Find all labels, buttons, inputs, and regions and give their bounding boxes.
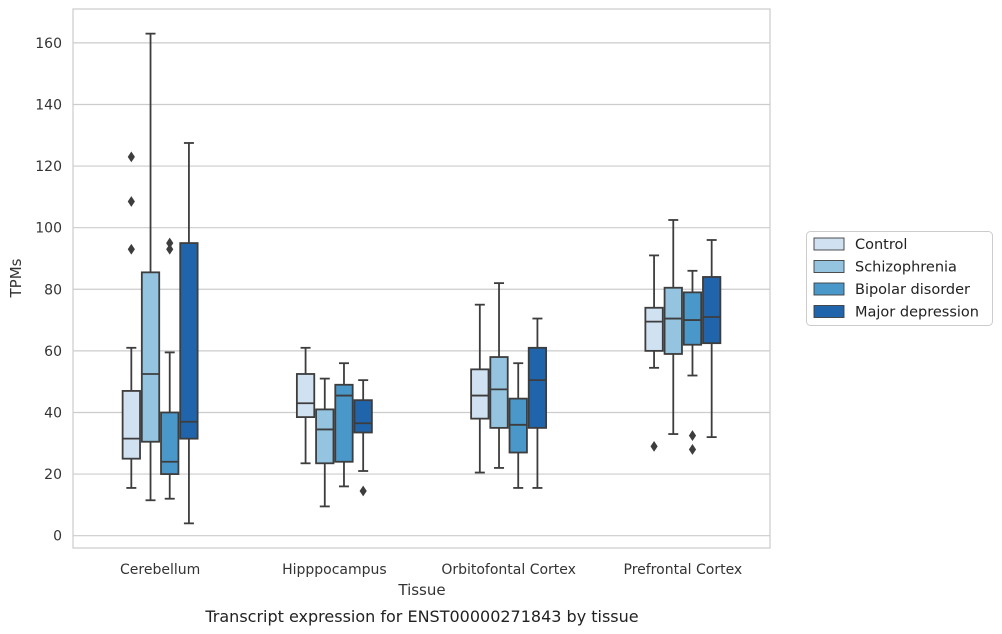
plot-frame — [72, 8, 771, 549]
legend-swatch — [813, 237, 845, 251]
legend-swatch — [813, 305, 845, 318]
iqr-box — [527, 346, 548, 429]
box-plot-item — [470, 303, 490, 474]
y-tick-label: 20 — [44, 467, 62, 483]
y-tick-label: 160 — [35, 36, 62, 52]
x-tick-label: Orbitofontal Cortex — [441, 562, 576, 578]
box-plot-item — [702, 239, 722, 439]
outlier-point — [127, 196, 135, 207]
legend-swatch — [813, 282, 845, 296]
x-tick-label: Hipppocampus — [282, 562, 387, 578]
outlier-point — [650, 440, 658, 452]
x-axis-title: Tissue — [397, 581, 445, 599]
iqr-box — [353, 399, 373, 434]
box-plot-item — [295, 346, 316, 465]
iqr-box — [315, 408, 335, 465]
legend: Control Schizophrenia Bipolar disorder Majo… — [806, 231, 993, 326]
box-plot-item — [353, 379, 373, 497]
outlier-point — [127, 243, 135, 255]
box-plot-item — [315, 377, 335, 508]
chart-caption: Transcript expression for ENST0000027184… — [204, 607, 638, 626]
box-plot-item — [644, 254, 664, 452]
outlier-point — [688, 444, 697, 455]
iqr-box — [295, 373, 316, 419]
box-plot-item — [140, 32, 161, 502]
box-plot-item — [334, 362, 354, 488]
x-tick-label: Prefrontal Cortex — [624, 562, 743, 578]
outlier-point — [359, 485, 367, 497]
iqr-box — [140, 271, 161, 443]
y-tick-label: 80 — [44, 282, 62, 298]
y-tick-label: 60 — [44, 344, 62, 360]
x-tick-label: Cerebellum — [120, 562, 200, 578]
iqr-box — [682, 291, 703, 346]
iqr-box — [644, 306, 664, 352]
iqr-box — [702, 276, 722, 345]
box-plot-item — [121, 346, 141, 489]
box-plot-item — [508, 362, 528, 489]
y-tick-label: 100 — [35, 221, 62, 237]
iqr-box — [489, 356, 509, 429]
box-plot-item — [682, 269, 703, 455]
iqr-box — [121, 390, 141, 460]
legend-swatch — [813, 260, 845, 273]
box-plot-area — [121, 32, 722, 525]
outlier-point — [688, 430, 697, 441]
iqr-box — [160, 411, 180, 475]
box-plot-item — [179, 142, 199, 525]
y-tick-labels: 0 20 40 60 80 100 120 140 160 — [35, 36, 62, 545]
legend-label: Major depression — [855, 305, 979, 321]
iqr-box — [179, 242, 199, 440]
outlier-point — [166, 237, 174, 249]
legend-label: Bipolar disorder — [855, 282, 970, 298]
legend-label: Control — [855, 237, 907, 253]
iqr-box — [470, 368, 490, 420]
box-plot-item — [160, 237, 180, 500]
outlier-point — [127, 151, 135, 163]
outlier-point — [166, 243, 174, 255]
box-plot-item — [663, 219, 683, 435]
box-plot-item — [527, 317, 548, 489]
y-tick-label: 140 — [35, 97, 62, 113]
iqr-box — [663, 286, 683, 355]
x-tick-labels: Cerebellum Hipppocampus Orbitofontal Corte… — [120, 562, 742, 578]
y-tick-label: 0 — [53, 529, 62, 545]
iqr-box — [334, 383, 354, 463]
legend-label: Schizophrenia — [855, 260, 957, 276]
legend-box — [806, 231, 993, 326]
y-axis-title: TPMs — [7, 258, 25, 298]
y-tick-label: 40 — [44, 405, 62, 421]
box-plot-item — [489, 282, 509, 469]
y-tick-label: 120 — [35, 159, 62, 175]
